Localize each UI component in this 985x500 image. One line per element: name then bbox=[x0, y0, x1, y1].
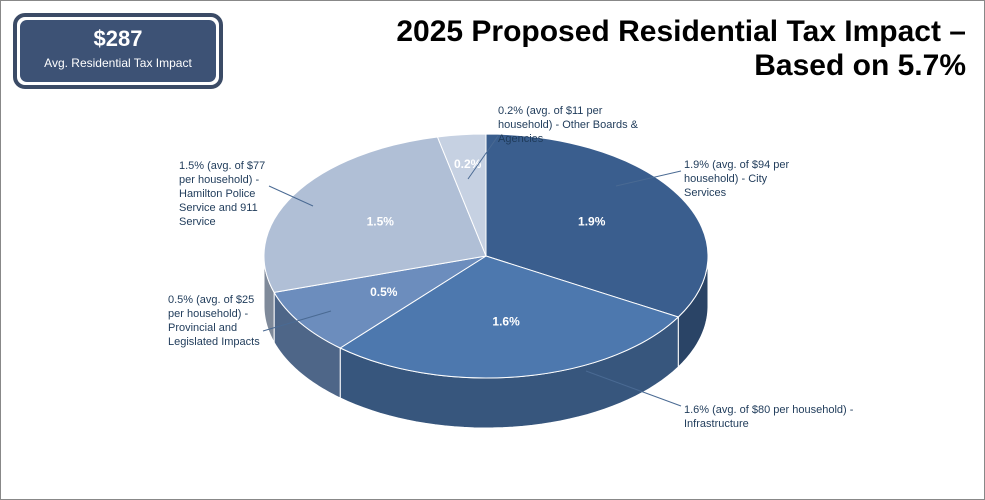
value-label: 0.5% bbox=[370, 285, 398, 299]
badge-box: $287 Avg. Residential Tax Impact bbox=[20, 20, 216, 82]
leader-line bbox=[585, 370, 682, 407]
value-label: 1.9% bbox=[578, 215, 606, 229]
badge: $287 Avg. Residential Tax Impact bbox=[13, 13, 223, 89]
callout-label: 1.6% (avg. of $80 per household) - Infra… bbox=[684, 404, 854, 430]
badge-label: Avg. Residential Tax Impact bbox=[44, 56, 192, 70]
leader-line bbox=[615, 170, 682, 187]
badge-value: $287 bbox=[93, 26, 143, 51]
callout-label: 0.5% (avg. of $25 per household) - Provi… bbox=[168, 294, 260, 348]
leader-line bbox=[268, 185, 314, 207]
slice bbox=[485, 133, 709, 318]
leader-line bbox=[467, 135, 499, 180]
chart-title: 2025 Proposed Residential Tax Impact – B… bbox=[396, 15, 966, 82]
callout-label: 1.5% (avg. of $77 per household) - Hamil… bbox=[179, 160, 266, 228]
slice bbox=[263, 136, 487, 293]
value-label: 1.5% bbox=[367, 215, 395, 229]
leader-line bbox=[262, 310, 332, 332]
slice bbox=[273, 255, 487, 349]
slice bbox=[436, 133, 487, 257]
value-label: 0.2% bbox=[454, 157, 482, 171]
callout-label: 0.2% (avg. of $11 per household) - Other… bbox=[498, 105, 639, 145]
callout-label: 1.9% (avg. of $94 per household) - City … bbox=[684, 159, 790, 199]
value-label: 1.6% bbox=[492, 314, 520, 328]
slice bbox=[339, 255, 680, 379]
